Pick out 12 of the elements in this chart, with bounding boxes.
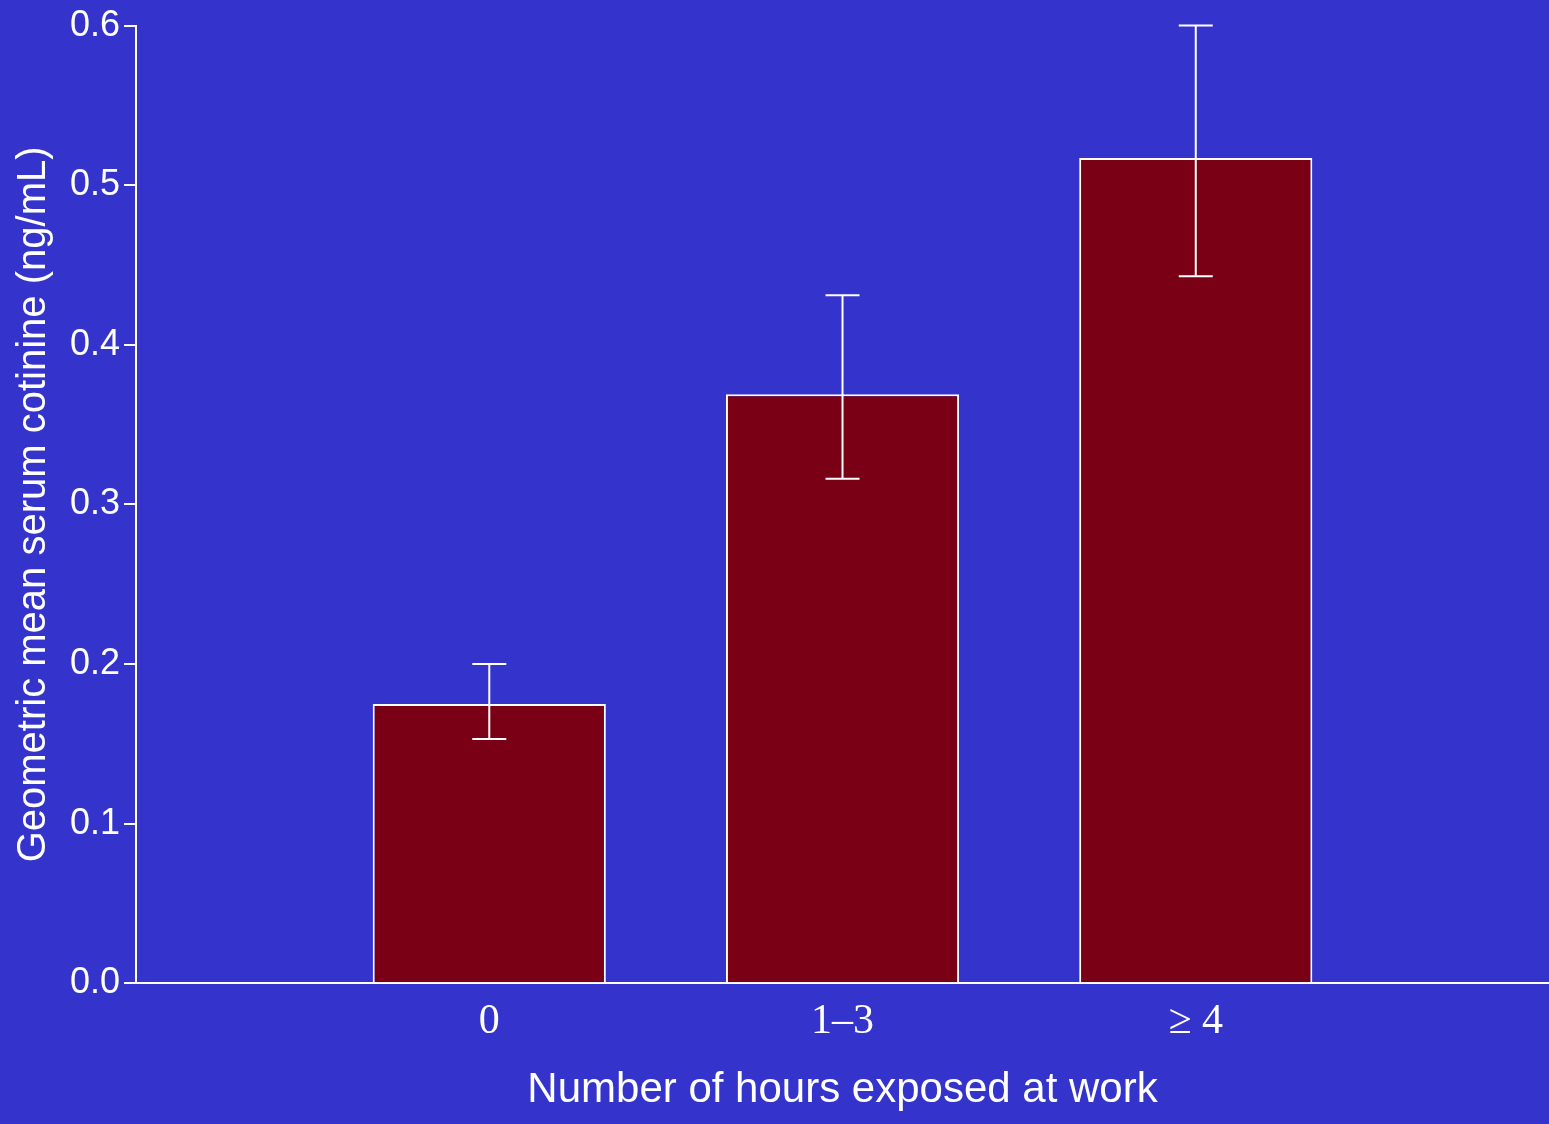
y-tick-label: 0.5 xyxy=(70,162,121,204)
y-tick-label: 0.0 xyxy=(70,960,121,1002)
y-axis-title: Geometric mean serum cotinine (ng/mL) xyxy=(9,146,54,863)
x-tick-label: 0 xyxy=(478,996,500,1043)
y-tick-label: 0.3 xyxy=(70,481,121,523)
y-tick-label: 0.6 xyxy=(70,2,121,44)
y-tick-label: 0.1 xyxy=(70,800,121,842)
y-tick-label: 0.4 xyxy=(70,321,121,363)
y-tick-label: 0.2 xyxy=(70,640,121,682)
x-tick-label: ≥ 4 xyxy=(1168,996,1224,1043)
x-axis-title: Number of hours exposed at work xyxy=(527,1064,1159,1112)
x-tick-label: 1–3 xyxy=(811,996,875,1043)
